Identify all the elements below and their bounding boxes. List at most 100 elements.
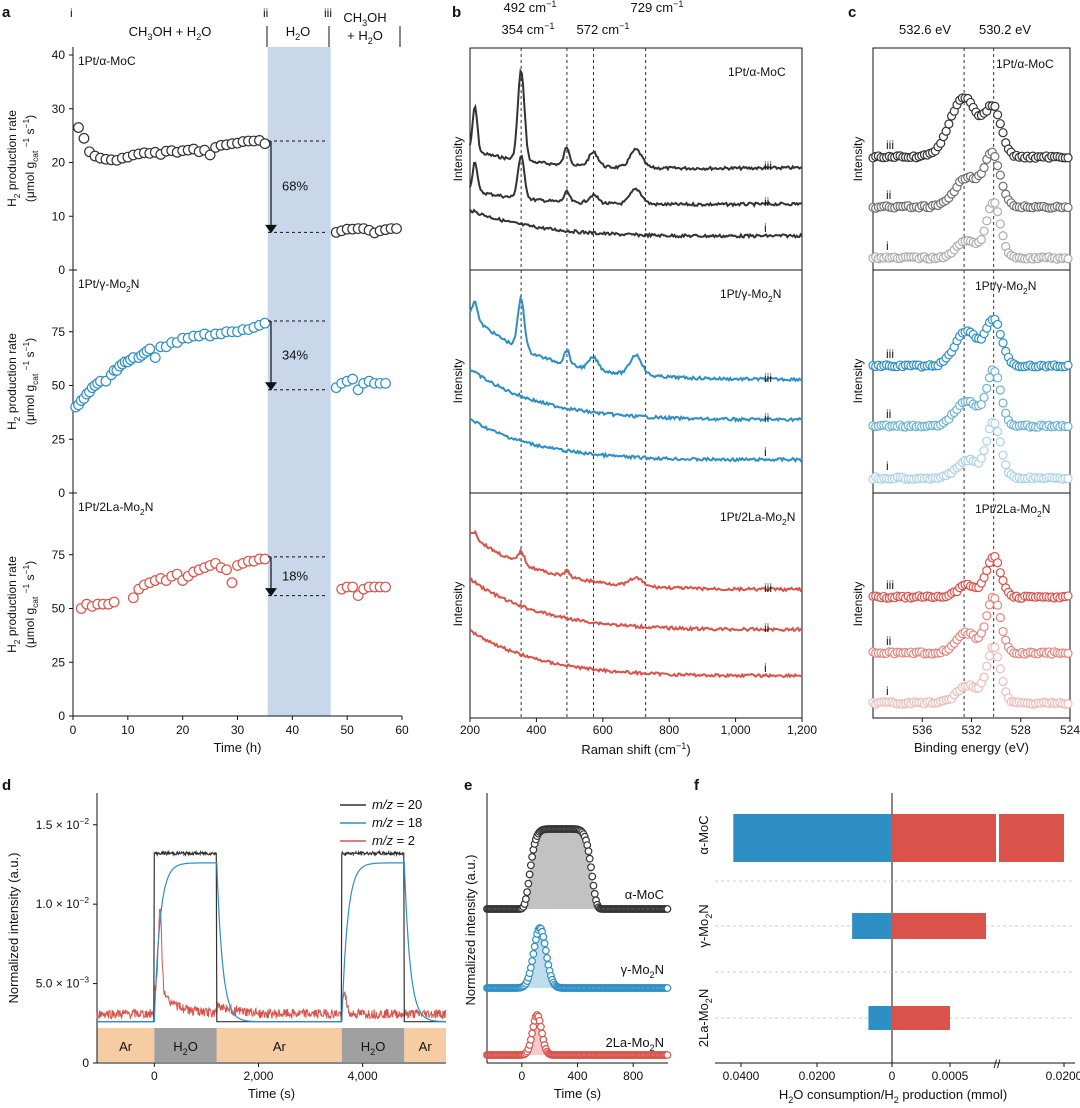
- text-span: m/z: [372, 815, 393, 830]
- y-tick-label: 1.5 × 10−2: [36, 816, 90, 832]
- x-tick-label: 600: [593, 723, 613, 737]
- curve-label: ii: [886, 407, 891, 421]
- y-tick-label: 25: [52, 432, 66, 446]
- text-span: N: [696, 904, 711, 913]
- y-tick-label: 20: [52, 156, 66, 170]
- legend-label: m/z = 2: [372, 833, 415, 848]
- xps-point: [990, 642, 1000, 653]
- xps-point: [995, 612, 1005, 623]
- subplot-title: 1Pt/γ-Mo2N: [78, 277, 139, 294]
- text-span: 2: [370, 1047, 375, 1057]
- x-axis-label-d: Time (s): [248, 1086, 295, 1101]
- curve-label: iii: [764, 581, 772, 595]
- x-tick-label: 0: [70, 723, 77, 737]
- desorption-point: [663, 905, 672, 913]
- xps-point: [998, 231, 1008, 241]
- category-label: α-MoC: [696, 815, 711, 854]
- text-span: cat: [30, 150, 40, 162]
- xps-point: [993, 373, 1003, 383]
- curve-label: i: [764, 661, 767, 675]
- text-span: −1: [21, 119, 31, 129]
- text-span: 2: [788, 1095, 793, 1105]
- text-span: 2: [183, 1047, 188, 1057]
- x-tick-label: 50: [340, 723, 354, 737]
- h2o-consumption-bar: [852, 913, 892, 939]
- raman-spectrum: [469, 418, 803, 463]
- data-point: [127, 592, 139, 604]
- text-span: Raman shift (cm: [581, 742, 676, 757]
- gas-segment: [404, 1028, 446, 1062]
- y-tick-label: 75: [52, 325, 66, 339]
- text-span: 572 cm: [576, 22, 619, 37]
- desorption-area: [487, 928, 668, 988]
- raman-spectrum: [469, 68, 803, 172]
- plot-frame-b: [469, 47, 803, 719]
- xps-point: [995, 664, 1005, 674]
- text-span: 2: [1023, 286, 1028, 296]
- sample-label: 1Pt/2La-Mo2N: [720, 510, 795, 527]
- curve-label: i: [886, 459, 889, 473]
- x-tick-label: 1,200: [787, 723, 817, 737]
- mz2-signal: [96, 908, 447, 1021]
- panel-label-a: a: [2, 4, 11, 21]
- y-axis-label-b: Intensity: [451, 582, 465, 627]
- sample-label: 1Pt/γ-Mo2N: [720, 287, 781, 304]
- xps-point: [982, 566, 992, 576]
- text-span: s: [23, 128, 37, 137]
- x-tick-label: 400: [567, 1069, 587, 1083]
- data-point: [144, 343, 156, 355]
- xps-point: [1063, 202, 1073, 213]
- text-span: OH + H: [152, 24, 196, 39]
- data-point: [78, 132, 90, 144]
- text-span: ): [686, 742, 690, 757]
- desorption-point: [525, 870, 534, 879]
- text-span: O: [373, 28, 383, 43]
- xps-point: [995, 170, 1005, 180]
- xps-point: [979, 622, 989, 632]
- subplot-title: 1Pt/2La-Mo2N: [78, 500, 153, 517]
- text-span: 1Pt/γ-Mo: [78, 277, 126, 291]
- text-span: −2: [79, 816, 89, 826]
- text-span: cat: [30, 373, 40, 385]
- gas-segment-label: H2O: [361, 1039, 386, 1057]
- x-tick-label: 528: [1011, 723, 1031, 737]
- xps-point: [998, 338, 1008, 348]
- x-tick-label: 536: [912, 723, 932, 737]
- gas-segment-label: H2O: [173, 1039, 198, 1057]
- text-span: H: [286, 24, 295, 39]
- desorption-point: [528, 852, 537, 861]
- text-span: 3: [362, 18, 367, 28]
- desorption-point: [583, 841, 592, 849]
- y-tick-label: 50: [52, 602, 66, 616]
- y-tick-label: 50: [52, 379, 66, 393]
- reference-label: 492 cm−1: [503, 0, 556, 15]
- raman-spectrum: [469, 629, 803, 679]
- text-span: H: [5, 644, 19, 653]
- xps-point: [979, 672, 989, 682]
- text-span: ): [23, 338, 37, 342]
- y-axis-label-a: H2 production rate: [5, 333, 22, 430]
- x-tick-label: 532: [961, 723, 981, 737]
- text-span: 2: [1037, 509, 1042, 519]
- desorption-point: [524, 879, 533, 888]
- stage-iii-label: iii: [324, 6, 332, 20]
- mz18-signal: [97, 862, 446, 1023]
- text-span: −1: [546, 0, 556, 9]
- xps-point: [995, 119, 1005, 129]
- xps-point: [990, 418, 1000, 429]
- sample-label: 1Pt/α-MoC: [728, 65, 786, 79]
- xps-point: [995, 385, 1005, 395]
- y-axis-label-a: H2 production rate: [5, 110, 22, 207]
- text-span: 2: [704, 914, 714, 919]
- data-point: [391, 223, 402, 235]
- text-span: N: [1042, 502, 1051, 516]
- curve-label: iii: [764, 371, 772, 385]
- text-span: cat: [30, 596, 40, 608]
- x-tick-label: 200: [460, 723, 480, 737]
- gas-segment: [216, 1028, 342, 1062]
- series-label: 2La-Mo2N: [605, 1035, 664, 1053]
- xps-point: [1063, 153, 1073, 163]
- text-span: 354 cm: [501, 22, 544, 37]
- y-tick-label: 0: [82, 1056, 89, 1070]
- xps-point: [993, 600, 1003, 610]
